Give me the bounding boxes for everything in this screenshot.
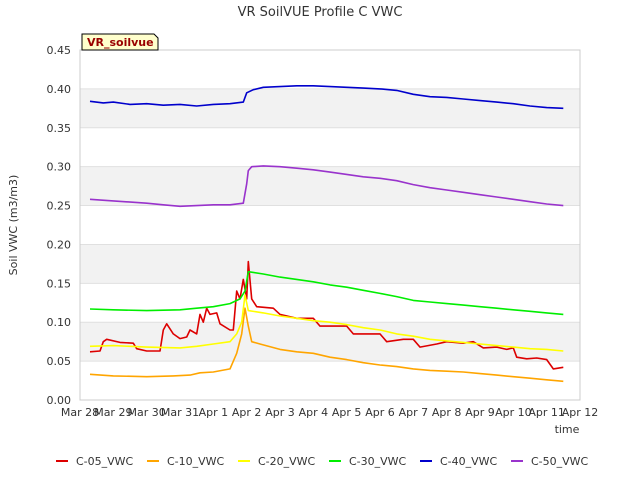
x-tick-label: Apr 3 — [265, 406, 295, 419]
plot-band — [80, 322, 580, 362]
plot-band — [80, 50, 580, 89]
legend-label: C-40_VWC — [440, 455, 498, 468]
x-tick-label: Apr 2 — [232, 406, 262, 419]
y-tick-label: 0.45 — [47, 44, 72, 57]
plot-band — [80, 244, 580, 284]
plot-frame — [79, 49, 581, 401]
y-tick-label: 0.20 — [47, 238, 72, 251]
x-tick-label: Apr 1 — [199, 406, 229, 419]
x-tick-label: Apr 5 — [332, 406, 362, 419]
y-tick-label: 0.05 — [47, 355, 72, 368]
series-line-c-40-vwc — [89, 85, 564, 110]
plot-band — [80, 127, 580, 167]
x-tick-label: Apr 7 — [399, 406, 429, 419]
plot-band — [80, 88, 580, 128]
plot-bands — [80, 50, 580, 400]
series-layer — [89, 85, 564, 383]
legend-label: C-10_VWC — [167, 455, 225, 468]
x-tick-label: Apr 9 — [465, 406, 495, 419]
legend-label: C-50_VWC — [531, 455, 589, 468]
y-tick-label: 0.10 — [47, 316, 72, 329]
series-line-c-10-vwc — [89, 307, 564, 383]
legend-label: C-05_VWC — [76, 455, 134, 468]
x-tick-label: Apr 12 — [562, 406, 599, 419]
x-tick-label: Apr 4 — [299, 406, 329, 419]
x-tick-label: Mar 28 — [61, 406, 99, 419]
x-tick-label: Apr 10 — [495, 406, 532, 419]
y-tick-label: 0.25 — [47, 200, 72, 213]
x-axis-label: time — [555, 423, 580, 436]
y-axis-label: Soil VWC (m3/m3) — [7, 175, 20, 276]
legend-label: C-30_VWC — [349, 455, 407, 468]
site-label: VR_soilvue — [87, 36, 154, 49]
x-tick-label: Mar 29 — [94, 406, 132, 419]
y-tick-label: 0.40 — [47, 83, 72, 96]
plot-band — [80, 283, 580, 323]
x-tick-label: Apr 11 — [528, 406, 565, 419]
series-line-c-20-vwc — [89, 294, 564, 352]
y-tick-label: 0.30 — [47, 161, 72, 174]
series-line-c-30-vwc — [89, 270, 564, 316]
plot-band — [80, 205, 580, 245]
y-tick-label: 0.15 — [47, 277, 72, 290]
y-tick-label: 0.35 — [47, 122, 72, 135]
y-tick-labels: 0.00 0.05 0.10 0.15 0.20 0.25 0.30 0.35 0.40 0.45 — [47, 44, 72, 407]
legend-label: C-20_VWC — [258, 455, 316, 468]
series-line-c-50-vwc — [89, 165, 564, 208]
x-tick-label: Apr 6 — [365, 406, 395, 419]
chart-title: VR SoilVUE Profile C VWC — [238, 5, 403, 20]
site-label-box: VR_soilvue — [81, 33, 159, 51]
legend: C-05_VWC C-10_VWC C-20_VWC C-30_VWC C-40_VWC… — [56, 455, 589, 468]
series-line-c-05-vwc — [89, 260, 564, 370]
x-tick-label: Mar 31 — [161, 406, 199, 419]
y-tick-label: 0.00 — [47, 394, 72, 407]
x-tick-label: Mar 30 — [128, 406, 166, 419]
plot-band — [80, 166, 580, 206]
site-label-background — [81, 33, 159, 51]
plot-band — [80, 361, 580, 400]
x-tick-label: Apr 8 — [432, 406, 462, 419]
